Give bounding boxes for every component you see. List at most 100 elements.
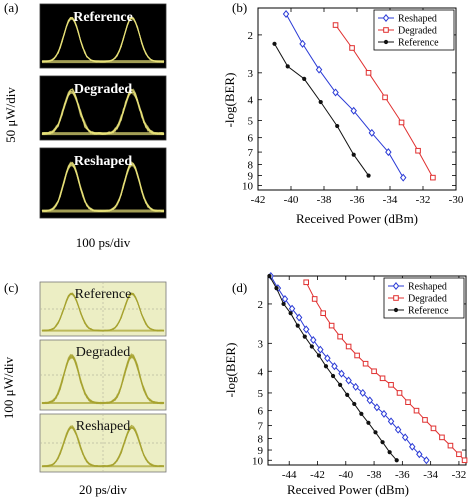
x-tick-label: -34 <box>423 469 438 481</box>
data-point <box>315 65 323 74</box>
data-point <box>285 64 290 69</box>
x-tick-label: -30 <box>449 194 464 206</box>
data-point <box>401 433 409 442</box>
data-point <box>393 295 399 301</box>
data-point <box>335 123 340 129</box>
series-line <box>285 13 404 178</box>
x-tick-label: -36 <box>395 469 410 481</box>
y-tick-label: 5 <box>248 116 254 128</box>
eye-panel-label: Degraded <box>74 82 133 97</box>
y-tick-label: 2 <box>258 299 264 311</box>
data-point <box>413 407 420 414</box>
data-point <box>324 354 331 363</box>
eye-panel-label: Reshaped <box>76 419 130 434</box>
y-tick-label: 5 <box>258 388 264 400</box>
legend-entry: Reference <box>408 306 449 317</box>
data-point <box>345 343 352 350</box>
data-point <box>409 442 416 451</box>
data-point <box>380 409 388 418</box>
data-point <box>383 27 389 33</box>
data-point <box>345 392 350 397</box>
x-tick-label: -40 <box>284 194 299 206</box>
series-reshaped <box>282 10 407 182</box>
y-tick-label: 10 <box>242 180 254 192</box>
data-point <box>423 456 430 465</box>
data-point <box>385 148 392 157</box>
data-point <box>456 451 462 458</box>
data-point <box>338 369 345 378</box>
data-point <box>461 457 468 464</box>
y-axis-label: -log(BER) <box>222 73 237 128</box>
data-point <box>351 152 356 157</box>
eye-panel-label: Reshaped <box>74 154 133 169</box>
y-axis-label: -log(BER) <box>223 343 238 398</box>
data-point <box>330 373 336 379</box>
data-point <box>366 420 371 425</box>
x-tick-label: -38 <box>317 194 332 206</box>
eye-panel-reference: Reference <box>39 3 167 69</box>
eye-panel-frame <box>39 3 167 69</box>
x-tick-label: -44 <box>282 469 297 481</box>
data-point <box>382 94 388 101</box>
y-tick-label: 4 <box>248 95 254 107</box>
data-point <box>362 360 369 367</box>
x-tick-label: -42 <box>310 469 325 481</box>
panel-label: (c) <box>4 280 18 295</box>
eye-panel-label: Reference <box>73 10 133 25</box>
data-point <box>311 296 318 302</box>
data-point <box>387 417 395 426</box>
data-point <box>274 286 279 291</box>
y-tick-label: 6 <box>248 133 254 145</box>
data-point <box>416 450 423 459</box>
data-point <box>373 403 381 412</box>
data-point <box>388 382 394 388</box>
data-point <box>352 382 359 391</box>
data-point <box>430 425 437 432</box>
data-point <box>316 353 322 358</box>
y-tick-label: 9 <box>248 171 254 183</box>
eye-panel-degraded: Degraded <box>39 339 167 411</box>
eye-panel-label: Degraded <box>76 345 130 360</box>
series-degraded <box>332 22 436 181</box>
y-axis-label: 50 μW/div <box>3 87 18 143</box>
data-point <box>430 174 436 181</box>
data-point <box>394 425 402 434</box>
y-tick-label: 4 <box>258 366 264 378</box>
y-tick-label: 3 <box>258 338 264 350</box>
series-reference <box>267 273 399 463</box>
data-point <box>309 344 314 349</box>
legend-entry: Reshaped <box>398 14 437 25</box>
data-point <box>320 310 326 316</box>
x-tick-label: -36 <box>350 194 365 206</box>
panel-label: (b) <box>232 0 247 15</box>
data-point <box>267 273 272 279</box>
data-point <box>295 313 303 322</box>
x-tick-label: -40 <box>338 469 353 481</box>
data-point <box>303 279 309 286</box>
y-tick-label: 6 <box>258 406 264 418</box>
eye-panel-frame <box>39 75 167 141</box>
data-point <box>399 173 407 182</box>
data-point <box>387 450 392 455</box>
data-point <box>382 14 390 22</box>
data-point <box>393 307 399 313</box>
x-axis-label: 100 ps/div <box>76 235 131 250</box>
data-point <box>345 376 352 385</box>
data-point <box>354 352 360 359</box>
data-point <box>272 41 277 46</box>
data-point <box>295 323 300 328</box>
x-axis-label: 20 ps/div <box>79 482 128 497</box>
x-tick-label: -32 <box>416 194 431 206</box>
y-tick-label: 2 <box>248 30 254 42</box>
data-point <box>337 333 343 340</box>
data-point <box>373 430 378 435</box>
data-point <box>317 345 324 354</box>
y-tick-label: 8 <box>248 160 254 172</box>
y-tick-label: 7 <box>258 421 264 433</box>
x-axis-label: Received Power (dBm) <box>296 211 418 226</box>
data-point <box>415 147 421 154</box>
data-point <box>281 301 286 307</box>
